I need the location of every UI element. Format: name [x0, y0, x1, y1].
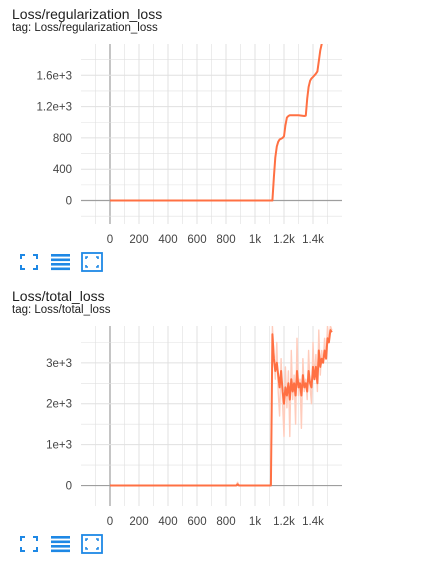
x-tick-label: 200	[129, 234, 148, 246]
x-tick-label: 400	[158, 234, 177, 246]
card-title: Loss/regularization_loss	[12, 6, 163, 22]
fit-domain-icon	[81, 252, 103, 272]
toggle-y-log-button[interactable]	[47, 532, 73, 556]
fullscreen-icon	[20, 536, 38, 552]
x-tick-label: 0	[107, 234, 113, 246]
x-tick-label: 1.2k	[273, 234, 295, 246]
y-tick-label: 0	[66, 196, 72, 208]
card-tag: tag: Loss/regularization_loss	[12, 22, 158, 34]
card-title: Loss/total_loss	[12, 288, 105, 304]
card-tag: tag: Loss/total_loss	[12, 304, 111, 316]
chart-card-regularization-loss: Loss/regularization_loss tag: Loss/regul…	[0, 0, 424, 282]
x-tick-label: 400	[158, 516, 177, 528]
x-tick-label: 1k	[249, 234, 261, 246]
y-tick-label: 400	[53, 164, 72, 176]
x-tick-label: 800	[216, 234, 235, 246]
y-tick-label: 0	[66, 481, 72, 493]
line-chart-total-loss[interactable]: 0 200 400 600 800 1k 1.2k 1.4k 0 1e+3 2e+3 3e+3	[0, 318, 424, 530]
x-tick-label: 800	[216, 516, 235, 528]
fullscreen-button[interactable]	[16, 532, 42, 556]
series-line-smoothed	[110, 329, 333, 487]
x-tick-label: 600	[187, 234, 206, 246]
fit-domain-button[interactable]	[79, 250, 105, 274]
fit-domain-icon	[81, 534, 103, 554]
fullscreen-icon	[20, 254, 38, 270]
y-tick-label: 3e+3	[46, 358, 72, 370]
x-tick-label: 1.4k	[302, 234, 324, 246]
x-tick-label: 1.2k	[273, 516, 295, 528]
toggle-y-log-button[interactable]	[47, 250, 73, 274]
toggle-y-log-icon	[51, 254, 70, 271]
series-line-series-0	[110, 44, 323, 202]
fullscreen-button[interactable]	[16, 250, 42, 274]
tick-labels: 0 200 400 600 800 1k 1.2k 1.4k 0 1e+3 2e+3 3e+3	[46, 358, 324, 528]
line-chart-regularization-loss[interactable]: 0 200 400 600 800 1k 1.2k 1.4k 0 400 800 1.2e+3 1.6e…	[0, 36, 424, 248]
grid	[81, 44, 342, 224]
grid	[81, 326, 342, 506]
fit-domain-button[interactable]	[79, 532, 105, 556]
x-tick-label: 1.4k	[302, 516, 324, 528]
x-tick-label: 0	[107, 516, 113, 528]
y-tick-label: 1.2e+3	[37, 102, 73, 114]
y-tick-label: 800	[53, 133, 72, 145]
y-tick-label: 2e+3	[46, 399, 72, 411]
chart-card-total-loss: Loss/total_loss tag: Loss/total_loss 0 20…	[0, 282, 424, 574]
y-tick-label: 1.6e+3	[37, 70, 73, 82]
tick-labels: 0 200 400 600 800 1k 1.2k 1.4k 0 400 800 1.2e+3 1.6e…	[37, 70, 325, 246]
y-tick-label: 1e+3	[46, 440, 72, 452]
x-tick-label: 600	[187, 516, 206, 528]
toggle-y-log-icon	[51, 536, 70, 553]
x-tick-label: 200	[129, 516, 148, 528]
x-tick-label: 1k	[249, 516, 261, 528]
